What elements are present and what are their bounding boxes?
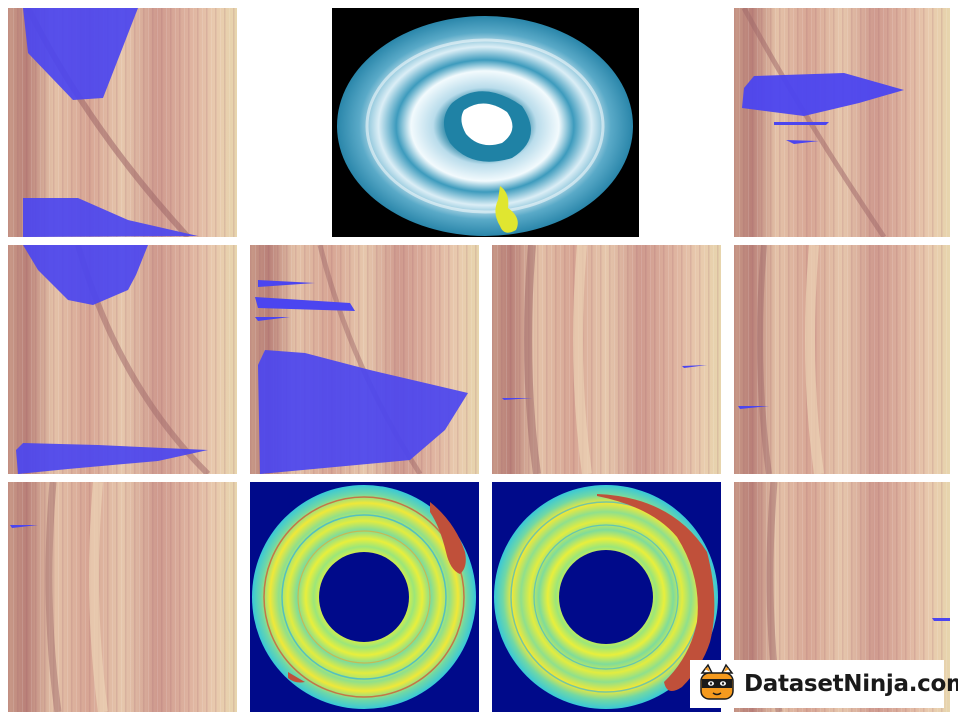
mask-region xyxy=(23,198,198,237)
brand-text: DatasetNinja.com xyxy=(744,671,958,697)
mask-region xyxy=(786,140,819,144)
mask-region xyxy=(502,398,532,400)
mask-region xyxy=(288,672,305,683)
scan-disk-tile-1 xyxy=(250,482,479,712)
ninja-cat-icon xyxy=(698,663,736,705)
mask-region xyxy=(932,618,950,621)
mask-region xyxy=(738,406,769,409)
wood-tile-3 xyxy=(8,245,237,474)
mask-region xyxy=(774,122,829,125)
mask-region xyxy=(255,297,355,311)
mask-region xyxy=(16,443,208,474)
wood-tile-4 xyxy=(250,245,479,474)
mask-region xyxy=(430,502,466,574)
wood-tile-1 xyxy=(8,8,237,237)
mask-region xyxy=(258,280,315,287)
mask-region xyxy=(597,494,715,691)
mask-region xyxy=(23,245,148,305)
wood-tile-5 xyxy=(492,245,721,474)
mask-region xyxy=(255,317,290,321)
wood-tile-2 xyxy=(734,8,950,237)
mask-region xyxy=(495,186,518,233)
agate-disk-tile xyxy=(332,8,639,237)
mask-region xyxy=(23,8,138,100)
mask-region xyxy=(258,350,468,474)
mask-region xyxy=(10,525,38,528)
brand-badge: DatasetNinja.com xyxy=(690,660,958,708)
scan-disk-tile-2 xyxy=(492,482,721,712)
wood-tile-6 xyxy=(734,245,950,474)
mask-region xyxy=(682,365,707,368)
wood-tile-7 xyxy=(8,482,237,712)
mask-region xyxy=(742,73,904,116)
